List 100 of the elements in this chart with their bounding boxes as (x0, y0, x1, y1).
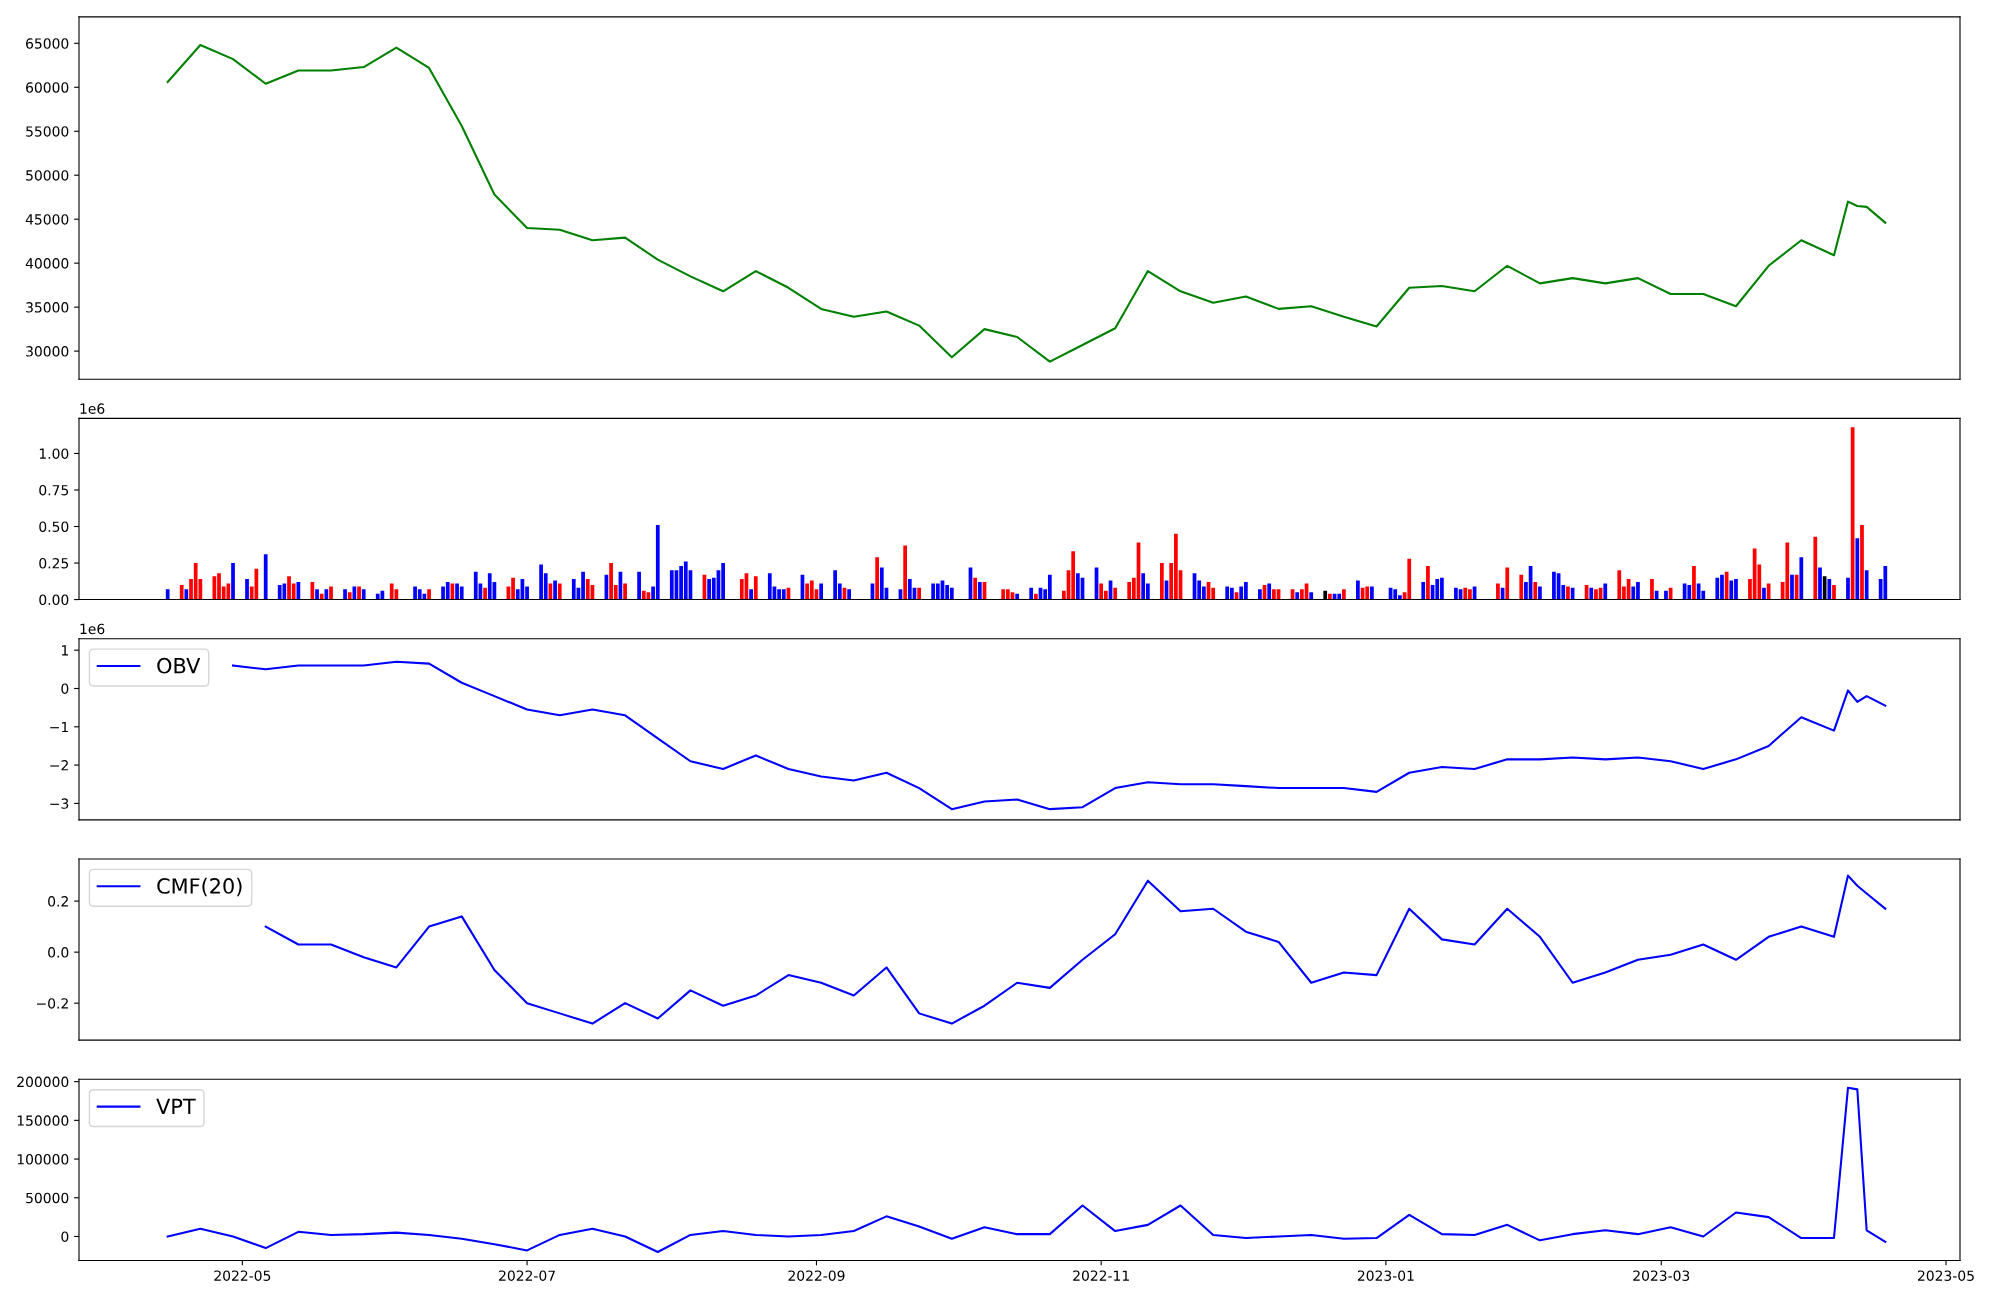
bar (1407, 558, 1412, 600)
bar (1258, 589, 1262, 600)
bar (949, 587, 954, 600)
line-series (264, 874, 1887, 1025)
bar (375, 593, 380, 600)
bar (1356, 580, 1360, 600)
y-tick-label: 0.2 (48, 896, 68, 907)
y-tick-label: 30000 (26, 346, 69, 357)
bar (571, 579, 576, 600)
bar (1617, 570, 1622, 600)
y-tick-label: 1 (61, 645, 68, 656)
bar (1393, 589, 1398, 600)
bar (254, 568, 259, 600)
bar (819, 583, 823, 600)
bar (623, 583, 627, 600)
x-tick-label: 2022-05 (214, 1270, 271, 1281)
y-tick-label: 150000 (17, 1115, 69, 1126)
bar (1309, 592, 1314, 600)
text: 1e6 (80, 623, 105, 635)
bar (1692, 565, 1696, 600)
bar (1113, 587, 1118, 600)
bar (263, 554, 268, 600)
bar (1159, 563, 1164, 600)
bar (1832, 584, 1836, 600)
bar (809, 580, 814, 600)
bar (473, 571, 478, 600)
line-series (166, 44, 1887, 363)
bar (1272, 589, 1276, 600)
y-tick-label: 60000 (26, 82, 69, 93)
bar (329, 586, 333, 600)
bar (1566, 586, 1570, 600)
bar (557, 583, 562, 600)
y-tick-label: 35000 (26, 302, 69, 313)
bar (417, 589, 422, 600)
bar (226, 583, 231, 600)
bar (184, 589, 189, 600)
y-tick-label: 45000 (25, 214, 69, 225)
bar (581, 571, 585, 600)
bar (641, 590, 646, 600)
bar (879, 567, 884, 600)
y-tick-label: 0.00 (39, 594, 69, 606)
bar (655, 525, 660, 600)
bar (1295, 592, 1300, 600)
y-tick-label: 50000 (26, 170, 69, 181)
bar (483, 587, 487, 600)
bar (1631, 586, 1636, 600)
bar (1370, 586, 1374, 600)
bar (977, 582, 982, 600)
bar (1337, 593, 1342, 600)
y-tick-label: 0 (61, 683, 69, 694)
bar (1047, 574, 1052, 600)
bar (1033, 593, 1038, 600)
y-tick-label: 200000 (17, 1076, 69, 1088)
x-tick-label: 2022-07 (499, 1270, 555, 1281)
y-tick-label: 100000 (17, 1154, 69, 1165)
y-tick-label: 40000 (25, 258, 69, 269)
bar (459, 586, 464, 600)
bar (1864, 570, 1869, 600)
bar (1127, 582, 1132, 600)
bar (1435, 579, 1440, 600)
bar (231, 563, 235, 600)
bar (1799, 557, 1804, 600)
bar (487, 573, 492, 600)
y-tick-label: 65000 (26, 38, 69, 49)
bar (1846, 577, 1850, 600)
bar (212, 576, 217, 600)
line-series (231, 660, 1887, 811)
bar (683, 561, 688, 600)
bar (179, 584, 184, 600)
bar (193, 563, 198, 600)
bar (1239, 586, 1244, 600)
bar (931, 583, 936, 600)
bar (749, 589, 753, 600)
bar (389, 583, 394, 600)
bar (1505, 567, 1510, 600)
bar (875, 557, 880, 600)
bar (1533, 582, 1538, 600)
y-tick-label: 50000 (26, 1192, 69, 1204)
bar (1342, 589, 1346, 600)
bar (1687, 584, 1692, 600)
bar (1785, 542, 1790, 600)
text: 1e6 (80, 403, 105, 414)
bar (1001, 589, 1006, 600)
y-tick-label: −0.2 (37, 998, 68, 1009)
bar (585, 579, 590, 600)
bar (553, 580, 557, 600)
bar (907, 579, 912, 600)
bar (1426, 565, 1430, 600)
bar (1519, 574, 1524, 600)
bar (1029, 587, 1034, 600)
bar (277, 584, 282, 600)
y-tick-label: −1 (50, 721, 68, 733)
x-tick-label: 2023-05 (1918, 1270, 1974, 1281)
legend-label: OBV (157, 657, 201, 674)
bar (1015, 593, 1020, 600)
bar (1421, 582, 1426, 600)
bar (1715, 577, 1720, 600)
bar (1071, 551, 1076, 600)
bar (445, 582, 450, 600)
bar (1496, 583, 1500, 600)
